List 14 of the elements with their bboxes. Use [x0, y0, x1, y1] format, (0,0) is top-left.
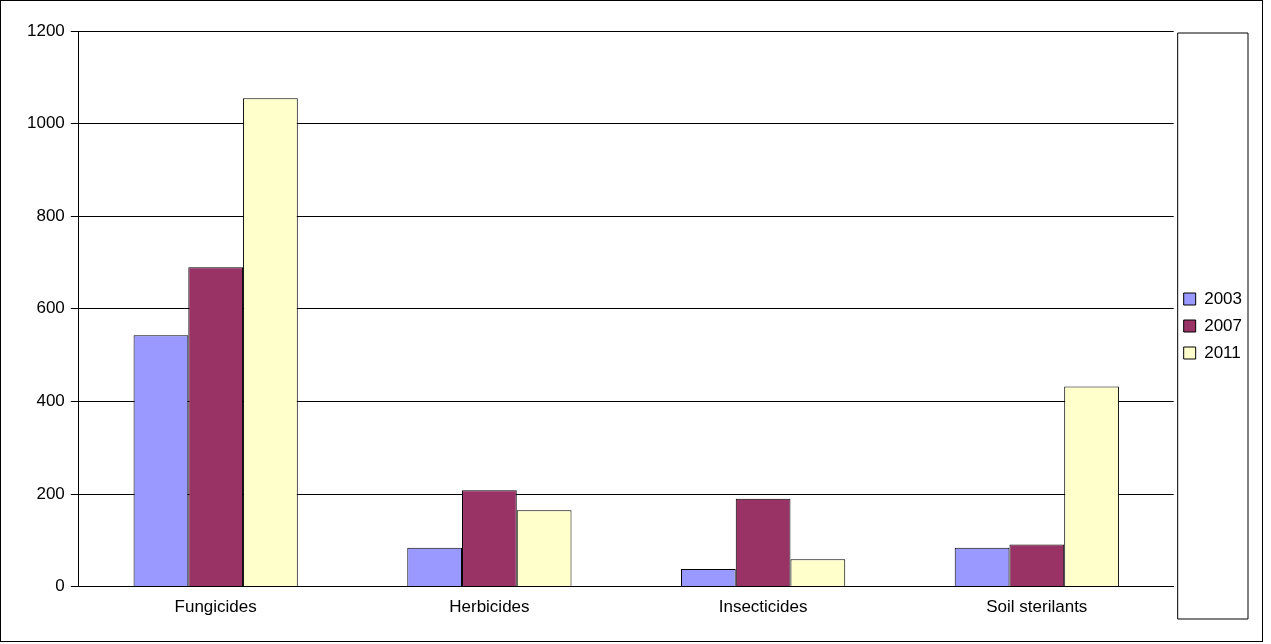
y-tick-label: 400 — [36, 391, 65, 411]
y-tick-label: 1200 — [26, 20, 65, 40]
y-tick-label: 600 — [36, 298, 65, 318]
x-tick-label: Fungicides — [174, 597, 257, 617]
legend-label: 2011 — [1204, 342, 1241, 362]
legend-label: 2007 — [1204, 315, 1243, 335]
y-tick-label: 200 — [36, 483, 65, 503]
y-tick-label: 1000 — [26, 113, 65, 133]
y-tick-label: 800 — [36, 205, 65, 225]
x-tick-label: Soil sterilants — [986, 597, 1088, 617]
y-tick-label: 0 — [55, 576, 65, 596]
x-tick-label: Insecticides — [718, 597, 808, 617]
legend-label: 2003 — [1204, 288, 1243, 308]
x-tick-label: Herbicides — [449, 597, 530, 617]
